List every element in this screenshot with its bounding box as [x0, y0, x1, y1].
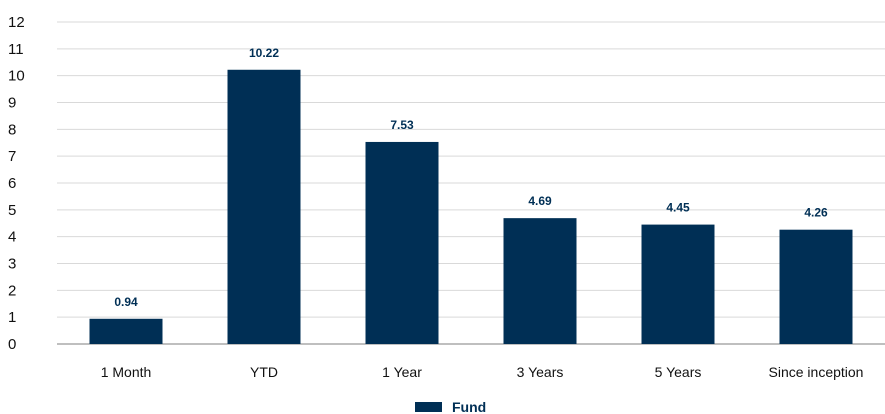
- y-tick-label: 5: [8, 202, 16, 219]
- x-tick-label: 1 Month: [101, 364, 152, 380]
- y-tick-label: 8: [8, 121, 16, 138]
- x-tick-label: YTD: [250, 364, 278, 380]
- y-tick-label: 12: [8, 14, 25, 31]
- legend-label-fund: Fund: [452, 399, 486, 414]
- x-tick-label: 5 Years: [655, 364, 702, 380]
- x-tick-label: 1 Year: [382, 364, 422, 380]
- x-axis-ticks: 1 Month YTD 1 Year 3 Years 5 Years Since ince…: [101, 364, 864, 380]
- y-tick-label: 11: [8, 41, 24, 58]
- gridlines: [57, 21, 885, 345]
- data-label: 4.45: [666, 201, 690, 215]
- x-tick-label: 3 Years: [517, 364, 564, 380]
- y-tick-label: 0: [8, 336, 16, 353]
- x-tick-label: Since inception: [769, 364, 864, 380]
- y-tick-label: 10: [8, 68, 25, 85]
- y-tick-label: 6: [8, 175, 16, 192]
- data-label: 4.69: [528, 194, 552, 208]
- data-label: 10.22: [249, 46, 279, 60]
- y-tick-label: 2: [8, 282, 16, 299]
- bar-1[interactable]: [227, 69, 301, 344]
- bars: [89, 69, 853, 344]
- data-labels: 0.94 10.22 7.53 4.69 4.45 4.26: [114, 46, 828, 309]
- legend-swatch-fund: [415, 402, 442, 412]
- data-label: 0.94: [114, 295, 138, 309]
- bar-5[interactable]: [779, 229, 853, 344]
- bar-2[interactable]: [365, 141, 439, 344]
- y-tick-label: 1: [8, 309, 16, 326]
- y-tick-label: 4: [8, 229, 16, 246]
- data-label: 7.53: [390, 118, 414, 132]
- legend: Fund: [415, 399, 486, 414]
- y-tick-label: 3: [8, 256, 16, 273]
- bar-3[interactable]: [503, 218, 577, 344]
- y-tick-label: 9: [8, 95, 16, 112]
- y-tick-label: 7: [8, 148, 16, 165]
- data-label: 4.26: [804, 206, 828, 220]
- bar-0[interactable]: [89, 318, 163, 344]
- bar-4[interactable]: [641, 224, 715, 344]
